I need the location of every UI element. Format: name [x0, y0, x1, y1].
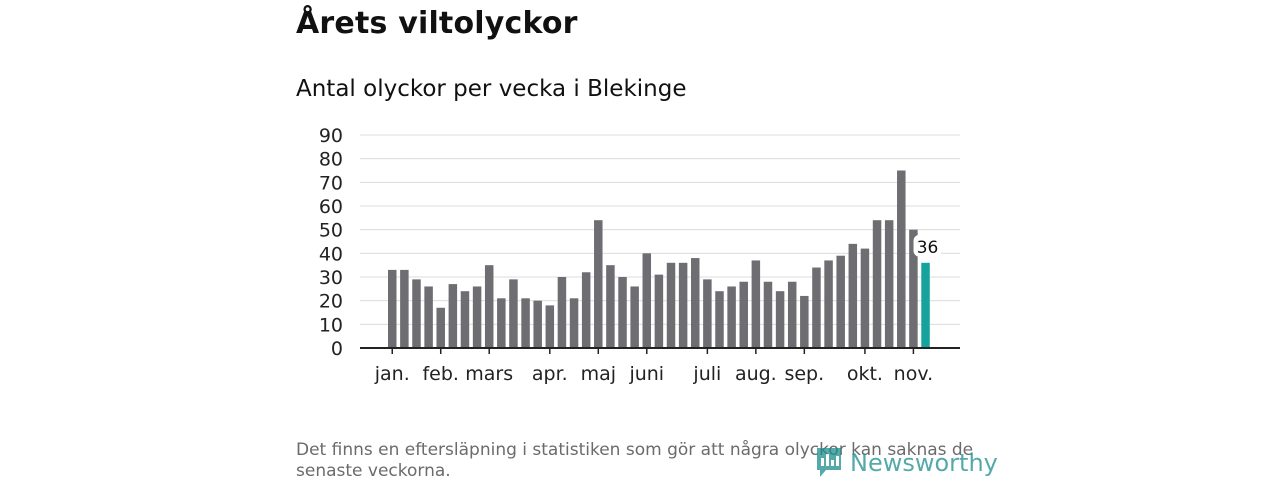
y-tick-label: 50 — [319, 220, 343, 242]
bar — [388, 269, 397, 348]
bar — [824, 260, 833, 348]
bar — [666, 262, 676, 348]
y-tick-label: 90 — [319, 125, 343, 147]
x-tick-label: aug. — [735, 363, 777, 385]
bar — [484, 265, 494, 348]
bar — [509, 279, 518, 348]
bar — [884, 220, 894, 348]
bar — [618, 277, 627, 348]
bar — [836, 255, 845, 348]
y-tick-label: 80 — [319, 149, 343, 171]
x-tick-label: mars — [465, 363, 513, 385]
bar — [424, 286, 433, 348]
x-tick-label: nov. — [894, 363, 933, 385]
x-tick-label: maj — [581, 363, 616, 385]
y-tick-label: 40 — [319, 243, 343, 265]
bar — [533, 300, 542, 348]
bar — [521, 298, 530, 348]
bar — [751, 260, 761, 348]
bar — [472, 286, 482, 348]
y-tick-label: 30 — [319, 267, 343, 289]
highlight-value: 36 — [917, 238, 939, 258]
bar — [848, 243, 858, 348]
bar — [630, 286, 639, 348]
y-tick-label: 20 — [319, 291, 343, 313]
bar — [800, 295, 809, 348]
bar — [654, 274, 664, 348]
bar — [606, 265, 615, 348]
bar — [412, 279, 421, 348]
footnote: Det finns en eftersläpning i statistiken… — [296, 440, 974, 481]
bar — [727, 286, 736, 348]
brand-name: Newsworthy — [850, 449, 998, 477]
bar — [557, 277, 567, 348]
y-tick-label: 10 — [319, 314, 343, 336]
bar — [909, 229, 918, 348]
chart-title: Årets viltolyckor — [296, 6, 578, 41]
bar — [581, 272, 591, 348]
y-tick-label: 0 — [331, 338, 343, 360]
x-tick-label: okt. — [847, 363, 883, 385]
bar — [545, 305, 555, 348]
x-tick-label: sep. — [784, 363, 824, 385]
bar-highlight — [921, 262, 930, 348]
bar — [860, 248, 870, 348]
x-tick-label: jan. — [374, 363, 410, 385]
bar — [787, 281, 797, 348]
x-tick-label: juli — [692, 363, 721, 385]
bar — [739, 281, 748, 348]
x-tick-label: apr. — [532, 363, 568, 385]
brand-logo: Newsworthy — [814, 446, 998, 480]
bar — [872, 220, 882, 348]
bar — [400, 269, 409, 348]
bar — [460, 291, 470, 348]
y-tick-label: 70 — [319, 172, 343, 194]
bar — [715, 291, 724, 348]
bar — [436, 307, 445, 348]
bar — [763, 281, 773, 348]
x-tick-label: feb. — [422, 363, 458, 385]
highlight-label-bg — [913, 234, 942, 257]
bar — [678, 262, 688, 348]
bar — [691, 258, 700, 348]
bar — [569, 298, 579, 348]
bar — [497, 298, 506, 348]
highlight-label: 36 — [913, 234, 942, 258]
bar — [448, 284, 458, 348]
bar — [775, 291, 785, 348]
bar — [812, 267, 821, 348]
bars — [388, 170, 930, 348]
y-tick-label: 60 — [319, 196, 343, 218]
chart-subtitle: Antal olyckor per vecka i Blekinge — [296, 76, 687, 102]
bar — [703, 279, 712, 348]
bar — [642, 253, 652, 348]
newsworthy-logo-icon — [817, 448, 841, 477]
bar — [897, 170, 906, 348]
bar — [594, 220, 603, 348]
x-tick-label: juni — [628, 363, 664, 385]
